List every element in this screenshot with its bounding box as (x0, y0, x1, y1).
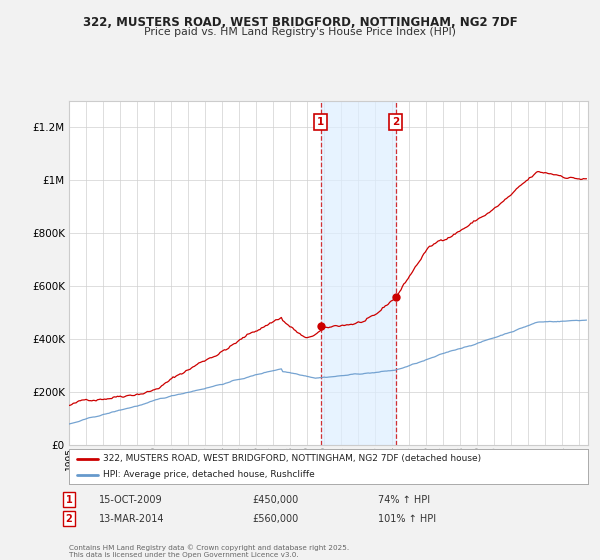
Text: 1: 1 (65, 494, 73, 505)
Text: £560,000: £560,000 (252, 514, 298, 524)
Text: 15-OCT-2009: 15-OCT-2009 (99, 494, 163, 505)
Text: 322, MUSTERS ROAD, WEST BRIDGFORD, NOTTINGHAM, NG2 7DF: 322, MUSTERS ROAD, WEST BRIDGFORD, NOTTI… (83, 16, 517, 29)
Text: 2: 2 (65, 514, 73, 524)
Text: 2: 2 (392, 117, 400, 127)
Text: Price paid vs. HM Land Registry's House Price Index (HPI): Price paid vs. HM Land Registry's House … (144, 27, 456, 37)
Bar (320, 101, 396, 445)
Text: HPI: Average price, detached house, Rushcliffe: HPI: Average price, detached house, Rush… (103, 470, 314, 479)
Text: £450,000: £450,000 (252, 494, 298, 505)
Text: 322, MUSTERS ROAD, WEST BRIDGFORD, NOTTINGHAM, NG2 7DF (detached house): 322, MUSTERS ROAD, WEST BRIDGFORD, NOTTI… (103, 454, 481, 463)
Text: 74% ↑ HPI: 74% ↑ HPI (378, 494, 430, 505)
Text: 13-MAR-2014: 13-MAR-2014 (99, 514, 164, 524)
Text: 101% ↑ HPI: 101% ↑ HPI (378, 514, 436, 524)
Text: 1: 1 (317, 117, 324, 127)
Text: Contains HM Land Registry data © Crown copyright and database right 2025.
This d: Contains HM Land Registry data © Crown c… (69, 544, 349, 558)
